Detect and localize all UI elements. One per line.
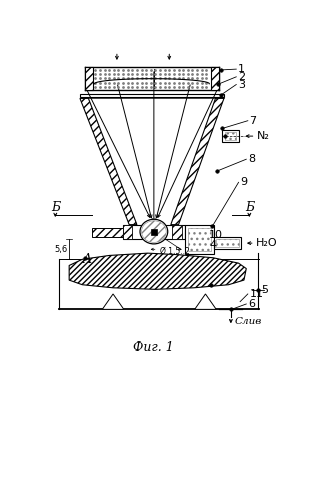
Bar xyxy=(92,228,123,237)
Polygon shape xyxy=(171,98,224,225)
Text: H₂O: H₂O xyxy=(256,238,278,248)
Text: Б: Б xyxy=(51,201,60,214)
Bar xyxy=(223,130,239,142)
Text: Фиг. 1: Фиг. 1 xyxy=(133,341,174,354)
Bar xyxy=(185,225,214,254)
Text: 5,6: 5,6 xyxy=(54,245,68,254)
Polygon shape xyxy=(102,294,124,309)
Text: 6: 6 xyxy=(248,299,255,309)
Bar xyxy=(216,240,239,247)
Bar xyxy=(211,67,219,90)
Ellipse shape xyxy=(141,221,166,243)
Text: 10: 10 xyxy=(209,230,223,240)
Text: Слив: Слив xyxy=(235,317,262,326)
Text: 8: 8 xyxy=(248,154,255,164)
Polygon shape xyxy=(195,294,216,309)
Text: 2: 2 xyxy=(238,72,245,82)
Bar xyxy=(188,228,211,251)
Text: 7: 7 xyxy=(249,116,256,126)
Text: 3: 3 xyxy=(238,79,245,89)
Text: 11: 11 xyxy=(249,289,263,299)
Bar xyxy=(123,225,185,239)
Text: 5: 5 xyxy=(261,285,268,295)
Text: 1: 1 xyxy=(238,64,245,74)
Bar xyxy=(214,237,241,250)
Bar xyxy=(172,225,182,239)
Bar xyxy=(123,225,132,239)
Polygon shape xyxy=(80,98,137,225)
Text: 4: 4 xyxy=(209,241,216,250)
Bar xyxy=(225,132,236,140)
Ellipse shape xyxy=(140,219,168,244)
Bar xyxy=(80,94,224,97)
Text: N₂: N₂ xyxy=(257,131,270,141)
Text: 9: 9 xyxy=(240,177,247,187)
Text: A: A xyxy=(83,253,92,266)
Text: Ø 1,5..2: Ø 1,5..2 xyxy=(160,247,190,256)
Bar xyxy=(151,229,157,235)
Polygon shape xyxy=(69,253,246,289)
Bar xyxy=(85,67,93,90)
Text: Б: Б xyxy=(245,201,254,214)
